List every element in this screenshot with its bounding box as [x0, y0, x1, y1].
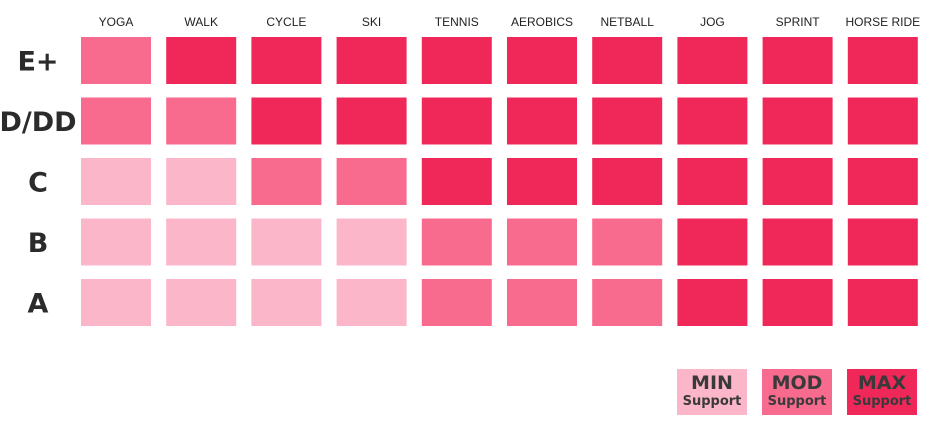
row-labels: E+ D/DD CBA	[0, 47, 77, 320]
cell-d-dd-sprint-max	[762, 97, 833, 145]
cell-e-jog-max	[677, 37, 748, 84]
row-label-c: C	[28, 168, 48, 199]
cell-b-sprint-max	[762, 218, 833, 266]
column-label-yoga: YOGA	[99, 15, 134, 29]
cell-a-aerobics-mod	[507, 279, 577, 326]
column-labels: YOGA WALK CYCLE SKI TENNIS AEROBICS NETBALL JOG…	[99, 15, 920, 29]
legend-swatch-min	[677, 369, 747, 415]
column-label-tennis: TENNIS	[435, 15, 479, 29]
cell-e-tennis-max	[421, 37, 492, 84]
legend-swatch-max	[847, 369, 917, 415]
column-label-ski: SKI	[362, 15, 381, 29]
cell-d-dd-walk-mod	[166, 97, 237, 145]
cell-a-jog-max	[677, 279, 748, 326]
cell-c-cycle-mod	[251, 158, 322, 205]
legend-swatch-mod	[762, 369, 832, 415]
cell-c-tennis-max	[421, 158, 492, 205]
cell-e-netball-max	[592, 37, 663, 84]
cell-a-horse-ride-max	[847, 279, 918, 326]
column-label-netball: NETBALL	[601, 15, 655, 29]
cell-b-yoga-min	[81, 218, 151, 266]
cell-e-sprint-max	[762, 37, 833, 84]
row-label-d-dd: D/DD	[0, 107, 77, 138]
cell-c-horse-ride-max	[847, 158, 918, 205]
cell-c-aerobics-max	[507, 158, 577, 205]
cell-d-dd-cycle-max	[251, 97, 322, 145]
cell-b-ski-min	[336, 218, 407, 266]
legend-title-max: MAX	[858, 372, 907, 394]
cell-e-horse-ride-max	[847, 37, 918, 84]
cell-b-aerobics-mod	[507, 218, 577, 266]
cell-e-aerobics-max	[507, 37, 577, 84]
cell-b-jog-max	[677, 218, 748, 266]
cell-c-yoga-min	[81, 158, 151, 205]
column-label-horse-ride: HORSE RIDE	[845, 15, 920, 29]
cell-d-dd-jog-max	[677, 97, 748, 145]
cell-d-dd-ski-max	[336, 97, 407, 145]
cell-d-dd-tennis-max	[421, 97, 492, 145]
cell-b-walk-min	[166, 218, 237, 266]
legend-title-mod: MOD	[772, 372, 823, 394]
legend-title-min: MIN	[691, 372, 733, 394]
cell-c-walk-min	[166, 158, 237, 205]
cell-a-tennis-mod	[421, 279, 492, 326]
cell-d-dd-aerobics-max	[507, 97, 577, 145]
cell-b-cycle-min	[251, 218, 322, 266]
cell-e-ski-max	[336, 37, 407, 84]
cell-c-netball-max	[592, 158, 663, 205]
cell-e-walk-max	[166, 37, 237, 84]
row-label-b: B	[28, 228, 49, 259]
legend-subtitle-mod: Support	[768, 394, 827, 409]
cell-c-ski-mod	[336, 158, 407, 205]
cell-a-cycle-min	[251, 279, 322, 326]
row-label-e: E+	[17, 47, 58, 78]
cell-c-jog-max	[677, 158, 748, 205]
legend-subtitle-max: Support	[853, 394, 912, 409]
cell-b-horse-ride-max	[847, 218, 918, 266]
cell-e-yoga-mod	[81, 37, 151, 84]
cell-b-netball-mod	[592, 218, 663, 266]
cell-a-yoga-min	[81, 279, 151, 326]
column-label-walk: WALK	[184, 15, 218, 29]
cell-b-tennis-mod	[421, 218, 492, 266]
cell-d-dd-horse-ride-max	[847, 97, 918, 145]
column-label-aerobics: AEROBICS	[511, 15, 573, 29]
column-label-cycle: CYCLE	[266, 15, 306, 29]
cell-a-sprint-max	[762, 279, 833, 326]
legend-subtitle-min: Support	[683, 394, 742, 409]
heatmap-cells	[81, 37, 918, 326]
cell-e-cycle-max	[251, 37, 322, 84]
column-label-sprint: SPRINT	[776, 15, 821, 29]
cell-a-walk-min	[166, 279, 237, 326]
column-label-jog: JOG	[700, 15, 725, 29]
cell-a-netball-mod	[592, 279, 663, 326]
row-label-a: A	[28, 289, 49, 320]
cell-d-dd-yoga-mod	[81, 97, 151, 145]
cell-c-sprint-max	[762, 158, 833, 205]
cell-d-dd-netball-max	[592, 97, 663, 145]
cell-a-ski-min	[336, 279, 407, 326]
